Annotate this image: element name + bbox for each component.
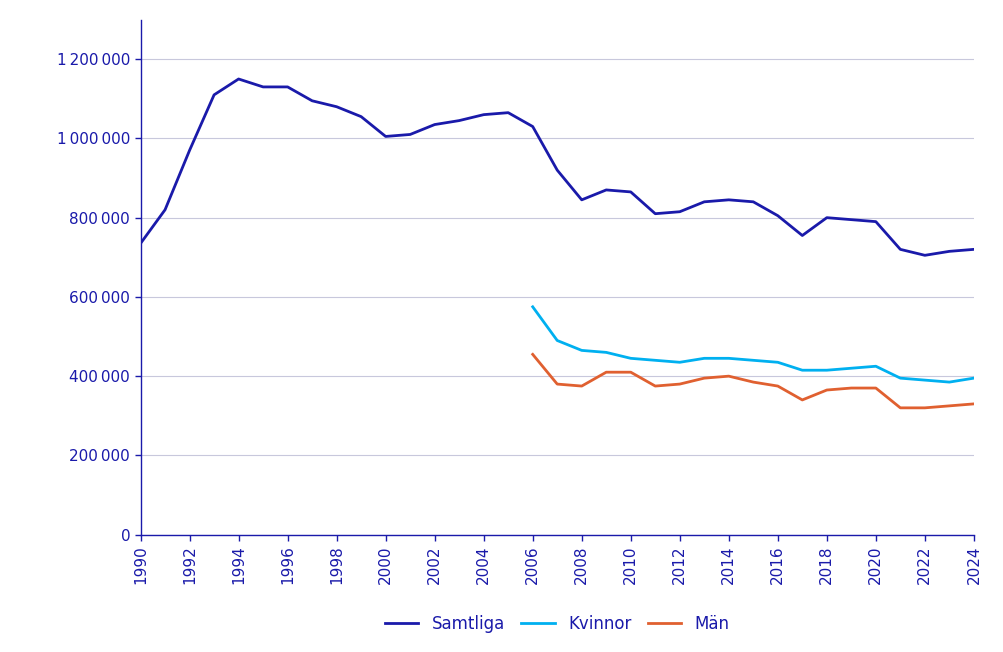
- Legend: Samtliga, Kvinnor, Män: Samtliga, Kvinnor, Män: [378, 608, 735, 640]
